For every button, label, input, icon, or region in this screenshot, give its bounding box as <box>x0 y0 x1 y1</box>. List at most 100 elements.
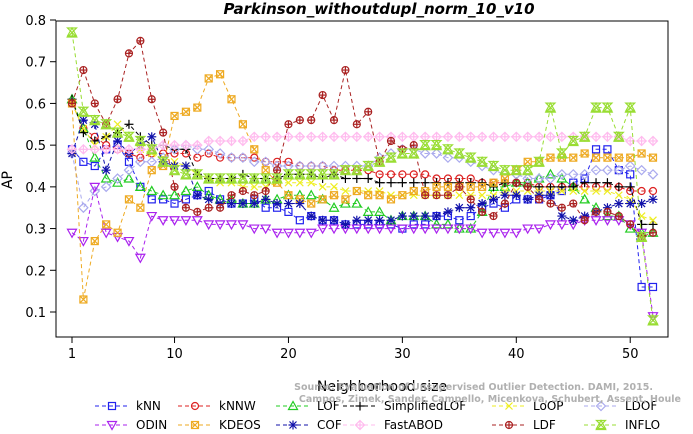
data-point <box>568 215 578 225</box>
data-point <box>432 178 442 188</box>
data-point <box>180 216 192 226</box>
data-point <box>147 166 156 175</box>
legend-item-simplifiedlof: SimplifiedLOF <box>343 399 466 413</box>
data-point <box>305 189 317 200</box>
legend-label: LDF <box>533 418 556 432</box>
legend-item-inflo: INFLO <box>584 418 660 432</box>
data-point <box>626 153 635 162</box>
data-point <box>100 118 113 130</box>
data-point <box>284 191 293 200</box>
data-point <box>124 49 134 58</box>
series-kdeos <box>67 70 658 304</box>
data-point <box>478 182 487 191</box>
data-point <box>318 195 327 204</box>
data-point <box>591 207 601 216</box>
data-point <box>318 215 328 225</box>
data-point <box>601 216 613 226</box>
series-layer <box>66 26 659 326</box>
data-point <box>79 157 88 166</box>
data-point <box>295 199 305 209</box>
series-odin <box>66 182 659 322</box>
legend-label: KDEOS <box>219 418 261 432</box>
data-point <box>67 99 77 108</box>
data-point <box>487 228 500 239</box>
legend-label: LOF <box>317 399 340 413</box>
data-point <box>419 148 431 159</box>
data-point <box>421 191 430 200</box>
data-point <box>374 206 386 216</box>
series-ldf <box>67 36 658 242</box>
data-point <box>556 172 568 183</box>
chart-title: Parkinson_withoutdupl_norm_10_v10 <box>223 0 534 18</box>
data-point <box>489 182 499 192</box>
data-point <box>375 215 385 225</box>
data-point <box>431 224 443 235</box>
data-point <box>590 101 602 113</box>
data-point <box>398 170 407 179</box>
data-point <box>214 220 226 231</box>
data-point <box>637 282 646 292</box>
data-point <box>295 216 304 225</box>
data-point <box>636 135 647 147</box>
data-point <box>465 131 477 143</box>
data-point <box>504 420 514 430</box>
data-point <box>546 153 555 162</box>
data-point <box>578 131 591 142</box>
data-point <box>534 195 544 204</box>
data-point <box>364 107 373 116</box>
data-point <box>123 172 135 183</box>
data-point <box>284 207 293 216</box>
data-point <box>409 220 418 229</box>
data-point <box>454 203 464 213</box>
data-point <box>107 401 117 411</box>
data-point <box>408 224 420 235</box>
legend-item-fastabod: FastABOD <box>343 418 443 432</box>
data-point <box>191 181 203 191</box>
y-tick-label: 0.6 <box>25 97 46 112</box>
data-point <box>249 199 259 209</box>
data-point <box>123 131 135 142</box>
data-point <box>362 224 374 235</box>
legend-item-knnw: kNNW <box>178 399 256 413</box>
data-point <box>66 228 78 239</box>
data-point <box>134 253 146 264</box>
data-point <box>396 147 409 159</box>
data-point <box>637 149 646 158</box>
legend: kNN kNNW LOF SimplifiedLOF LoOP LDOF ODIN KDEOS… <box>95 399 660 432</box>
data-point <box>510 131 522 143</box>
data-point <box>203 143 215 155</box>
data-point <box>442 224 454 235</box>
data-point <box>375 178 385 188</box>
data-point <box>284 157 293 166</box>
data-point <box>250 182 259 191</box>
data-point <box>328 168 340 180</box>
data-point <box>441 143 454 155</box>
data-point <box>272 157 282 166</box>
legend-label: COF <box>317 418 342 432</box>
data-point <box>430 139 443 151</box>
data-point <box>396 224 408 235</box>
data-point <box>79 65 88 75</box>
data-point <box>590 131 602 143</box>
data-point <box>179 168 192 180</box>
data-point <box>498 164 511 176</box>
data-point <box>455 216 464 225</box>
data-point <box>330 182 338 191</box>
data-point <box>215 203 225 212</box>
data-point <box>204 74 213 83</box>
data-point <box>602 164 613 176</box>
data-point <box>647 312 659 322</box>
data-point <box>355 401 365 411</box>
data-point <box>442 131 454 143</box>
legend-label: FastABOD <box>384 418 443 432</box>
data-point <box>533 156 546 167</box>
data-point <box>555 147 568 159</box>
data-point <box>191 143 203 155</box>
data-point <box>271 172 284 184</box>
data-point <box>590 216 602 226</box>
data-point <box>624 222 636 233</box>
data-point <box>614 191 623 200</box>
data-point <box>146 211 158 222</box>
data-point <box>341 195 350 204</box>
data-point <box>453 147 466 159</box>
